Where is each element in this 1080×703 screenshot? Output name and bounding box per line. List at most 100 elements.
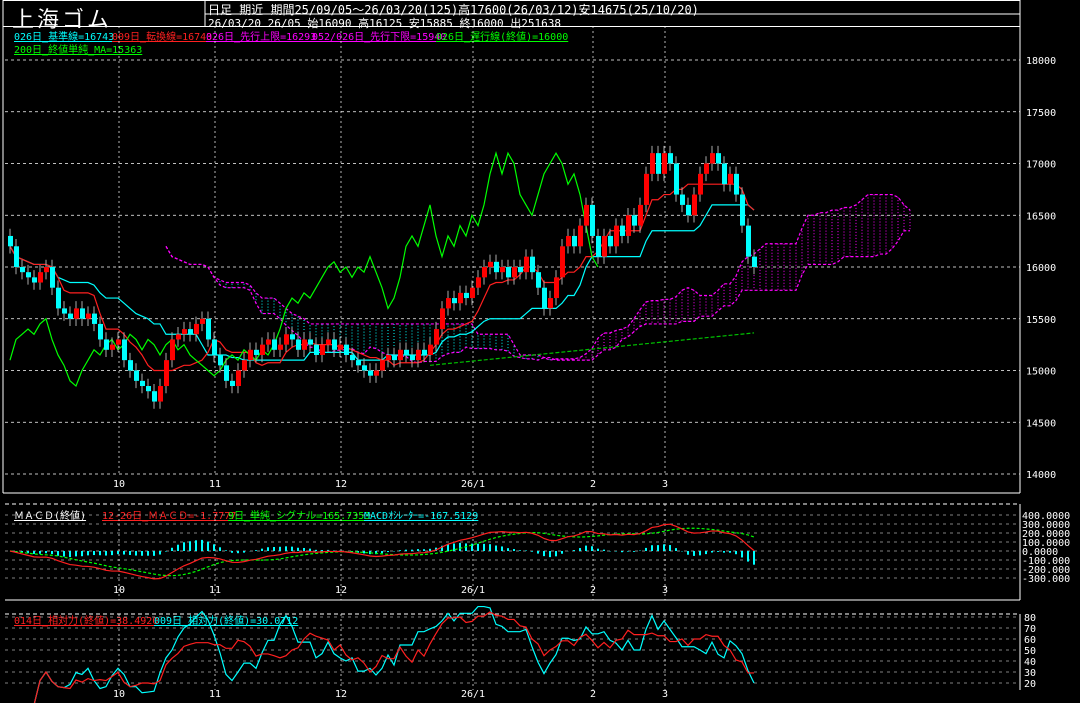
candle-body	[122, 339, 127, 361]
candle-body	[212, 339, 217, 355]
candle-body	[470, 287, 475, 299]
candle-body	[620, 225, 625, 236]
candle-body	[158, 386, 163, 402]
candle-body	[284, 334, 289, 345]
candle-body	[668, 153, 673, 164]
candle-body	[560, 246, 565, 278]
candle-body	[602, 235, 607, 257]
candle-body	[194, 323, 199, 335]
candle-body	[128, 360, 133, 371]
candle-body	[722, 163, 727, 185]
candle-body	[56, 287, 61, 309]
candle-body	[110, 344, 115, 350]
candle-body	[692, 194, 697, 216]
macd-y-tick-label: 0.0000	[1022, 547, 1058, 558]
candle-body	[338, 344, 343, 350]
candle-body	[374, 370, 379, 376]
candle-body	[710, 153, 715, 164]
candle-body	[92, 313, 97, 324]
candle-body	[356, 360, 361, 366]
candle-body	[422, 349, 427, 355]
candle-body	[506, 267, 511, 278]
x-tick-label: 12	[335, 479, 347, 490]
y-tick-label: 18000	[1026, 56, 1056, 67]
legend-entry: 009日_転換線=16743	[112, 32, 213, 43]
candle-body	[350, 354, 355, 361]
candle-body	[626, 215, 631, 236]
x-tick-label: 2	[590, 689, 596, 700]
y-tick-label: 15000	[1026, 367, 1056, 378]
x-tick-label: 11	[209, 479, 221, 490]
x-tick-label: 11	[209, 689, 221, 700]
candle-body	[458, 292, 463, 304]
candle-body	[686, 204, 691, 216]
x-tick-label: 11	[209, 585, 221, 596]
candle-body	[44, 267, 49, 273]
x-tick-label: 3	[662, 689, 668, 700]
candle-body	[446, 298, 451, 309]
candle-body	[236, 370, 241, 387]
legend-entry: 052/026日_先行下限=15940	[312, 32, 447, 43]
macd-y-tick-label: -200.000	[1022, 565, 1070, 576]
candle-body	[638, 204, 643, 226]
candle-body	[410, 354, 415, 361]
macd-y-tick-label: 400.0000	[1022, 511, 1070, 522]
candle-body	[80, 308, 85, 319]
macd-y-tick-label: 300.0000	[1022, 520, 1070, 531]
candle-body	[596, 235, 601, 257]
candle-body	[32, 277, 37, 283]
x-tick-label: 26/1	[461, 689, 485, 700]
rsi-y-tick-label: 60	[1024, 635, 1036, 646]
legend-entry: 200日_終値単純_MA=15363	[14, 45, 143, 56]
candle-body	[734, 173, 739, 195]
candle-body	[386, 354, 391, 361]
rsi-y-tick-label: 80	[1024, 613, 1036, 624]
candle-body	[182, 329, 187, 335]
candle-body	[512, 267, 517, 278]
candle-body	[176, 334, 181, 340]
instrument-title: 上海ゴム	[12, 8, 113, 33]
candle-body	[476, 277, 481, 288]
x-tick-label: 12	[335, 689, 347, 700]
candle-body	[542, 287, 547, 309]
candle-body	[656, 153, 661, 174]
candle-body	[464, 292, 469, 299]
candle-body	[152, 391, 157, 402]
y-tick-label: 16000	[1026, 263, 1056, 274]
candle-body	[272, 339, 277, 350]
candle-body	[206, 318, 211, 340]
x-tick-label: 2	[590, 585, 596, 596]
rsi-y-tick-label: 40	[1024, 657, 1036, 668]
candle-body	[482, 267, 487, 278]
candle-body	[572, 235, 577, 247]
x-tick-label: 26/1	[461, 479, 485, 490]
candle-body	[164, 360, 169, 387]
candle-body	[230, 380, 235, 387]
x-tick-label: 2	[590, 479, 596, 490]
candle-body	[146, 386, 151, 392]
candle-body	[650, 153, 655, 174]
legend-entry: 009日_相対力(終値)=30.0712	[154, 616, 299, 627]
candle-body	[116, 339, 121, 345]
macd-y-tick-label: -100.000	[1022, 556, 1070, 567]
candle-body	[728, 173, 733, 185]
candle-body	[644, 173, 649, 205]
candle-body	[584, 204, 589, 226]
candle-body	[554, 277, 559, 299]
rsi-y-tick-label: 50	[1024, 646, 1036, 657]
candle-body	[290, 334, 295, 340]
macd-y-tick-label: 100.0000	[1022, 538, 1070, 549]
rsi-y-tick-label: 20	[1024, 679, 1036, 690]
rsi-y-tick-label: 30	[1024, 668, 1036, 679]
candle-body	[632, 215, 637, 226]
y-tick-label: 16500	[1026, 211, 1056, 222]
candle-body	[698, 173, 703, 195]
candle-body	[344, 344, 349, 355]
legend-entry: 026日_遅行線(終値)=16000	[436, 32, 569, 43]
candle-body	[200, 318, 205, 324]
macd-y-tick-label: -300.000	[1022, 574, 1070, 585]
candle-body	[320, 344, 325, 355]
candle-body	[368, 370, 373, 376]
x-tick-label: 10	[113, 689, 125, 700]
candle-body	[404, 349, 409, 355]
